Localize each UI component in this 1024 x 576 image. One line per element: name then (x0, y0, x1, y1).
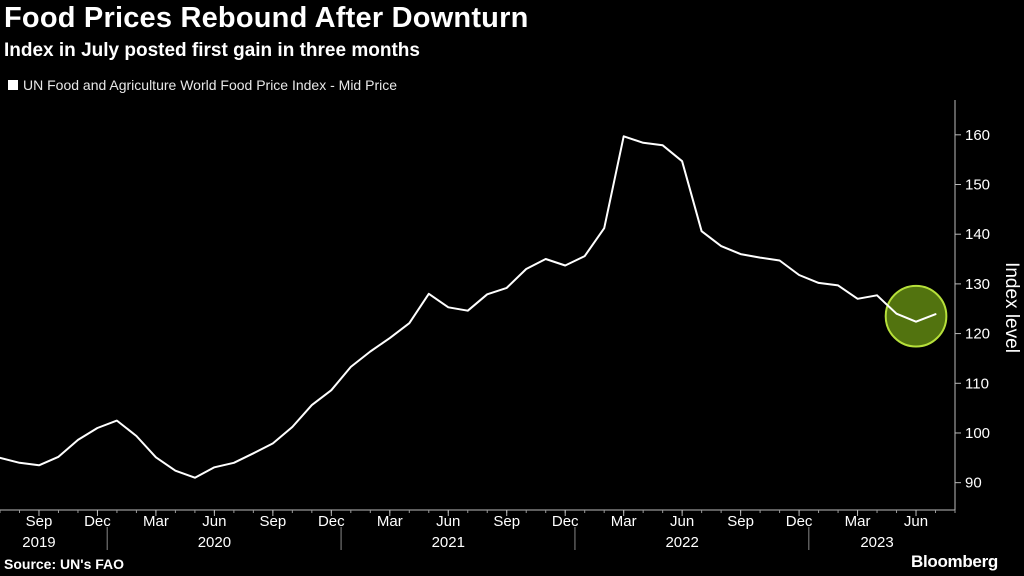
x-year-label: 2021 (432, 534, 465, 551)
source-note: Source: UN's FAO (4, 556, 125, 572)
x-tick-label: Mar (143, 513, 169, 530)
chart-subtitle: Index in July posted first gain in three… (4, 40, 420, 61)
y-tick-label: 90 (965, 475, 982, 492)
x-tick-label: Mar (845, 513, 871, 530)
x-tick-label: Jun (202, 513, 226, 530)
y-tick-label: 120 (965, 326, 990, 343)
x-tick-label: Dec (318, 513, 345, 530)
y-tick-label: 110 (965, 375, 989, 392)
highlight-circle (884, 284, 948, 348)
legend: UN Food and Agriculture World Food Price… (8, 77, 397, 93)
y-tick-label: 100 (965, 425, 990, 442)
y-tick-label: 150 (965, 177, 990, 194)
x-year-label: 2019 (22, 534, 55, 551)
x-tick-label: Jun (436, 513, 460, 530)
series-line (0, 135, 937, 479)
x-tick-label: Sep (493, 513, 520, 530)
x-tick-label: Sep (26, 513, 53, 530)
x-tick-label: Dec (786, 513, 813, 530)
x-tick-label: Dec (84, 513, 111, 530)
x-year-label: 2020 (198, 534, 231, 551)
x-year-label: 2023 (860, 534, 893, 551)
x-tick-label: Jun (670, 513, 694, 530)
x-year-label: 2022 (665, 534, 698, 551)
y-tick-label: 140 (965, 226, 990, 243)
x-tick-label: Sep (727, 513, 754, 530)
legend-label: UN Food and Agriculture World Food Price… (23, 77, 398, 93)
x-tick-label: Jun (904, 513, 928, 530)
x-tick-label: Mar (611, 513, 637, 530)
x-tick-label: Sep (260, 513, 287, 530)
y-axis-title: Index level (1001, 262, 1022, 353)
y-tick-label: 160 (965, 127, 990, 144)
chart-title: Food Prices Rebound After Downturn (4, 2, 529, 34)
x-tick-label: Dec (552, 513, 579, 530)
legend-swatch (8, 80, 18, 90)
x-tick-label: Mar (377, 513, 403, 530)
bloomberg-logo: Bloomberg (910, 552, 998, 571)
y-tick-label: 130 (965, 276, 990, 293)
